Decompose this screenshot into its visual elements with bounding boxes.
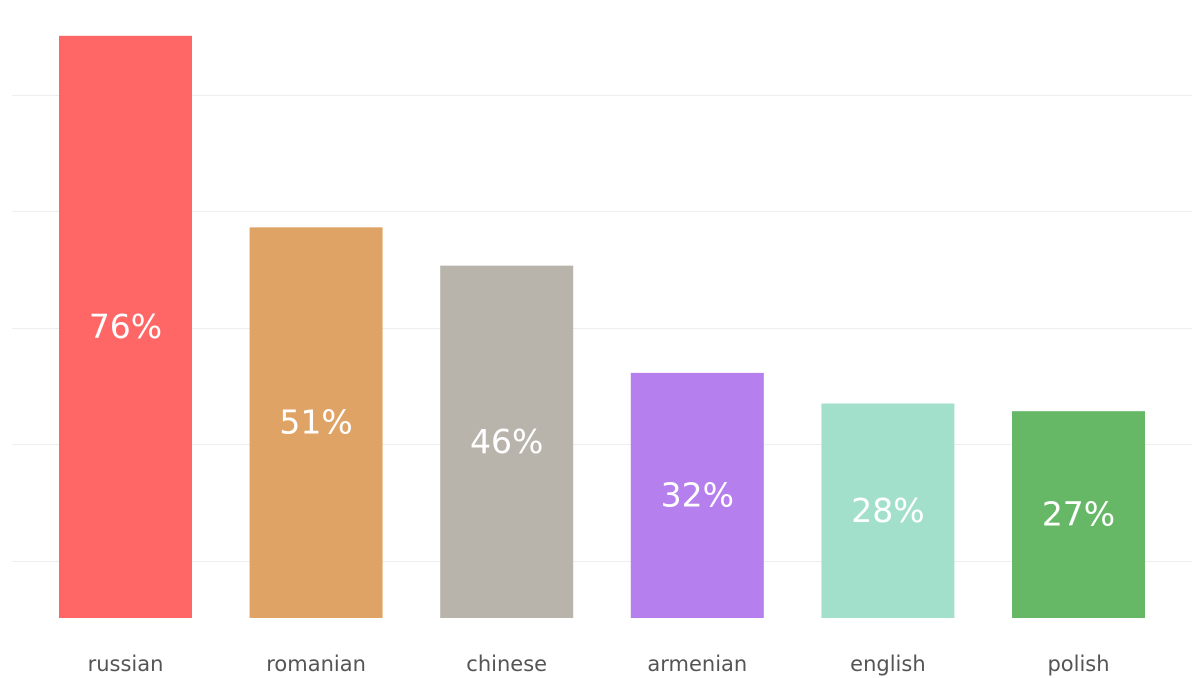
category-labels: russian romanian chinese armenian english pol… <box>88 652 1110 676</box>
bars <box>59 35 1145 618</box>
value-label-polish: 27% <box>1042 495 1115 534</box>
category-label-romanian: romanian <box>266 652 366 676</box>
bar-chinese <box>440 265 574 618</box>
category-label-chinese: chinese <box>466 652 547 676</box>
category-label-russian: russian <box>88 652 164 676</box>
value-labels: 76% 51% 46% 32% 28% 27% <box>89 307 1115 534</box>
value-label-armenian: 32% <box>661 475 734 514</box>
bar-romanian <box>249 227 383 618</box>
bar-polish <box>1012 411 1145 618</box>
value-label-chinese: 46% <box>470 422 543 461</box>
bar-english <box>821 403 955 618</box>
bar-russian <box>59 35 192 618</box>
value-label-russian: 76% <box>89 307 162 346</box>
bar-armenian <box>630 372 764 618</box>
category-label-english: english <box>850 652 925 676</box>
value-label-english: 28% <box>851 491 924 530</box>
value-label-romanian: 51% <box>279 403 352 442</box>
grid-lines <box>12 95 1192 562</box>
category-label-polish: polish <box>1047 652 1109 676</box>
category-label-armenian: armenian <box>647 652 747 676</box>
